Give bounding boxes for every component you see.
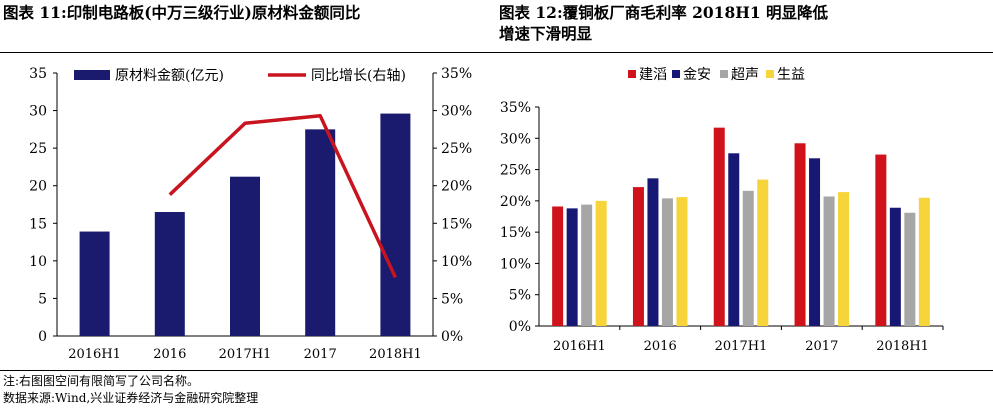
margin-bar-jinan bbox=[889, 207, 901, 326]
right-chart-title-cont: 增速下滑明显 bbox=[499, 24, 593, 43]
margin-bar-shengyi bbox=[676, 197, 688, 326]
right-y-tick-label: 10% bbox=[441, 254, 472, 270]
margin-bar-shengyi bbox=[757, 179, 769, 326]
margin-x-tick-label: 2016 bbox=[644, 339, 677, 354]
legend-swatch-chaosheng bbox=[720, 70, 728, 78]
margin-y-tick-label: 25% bbox=[500, 163, 531, 179]
margin-bar-chaosheng bbox=[661, 198, 673, 326]
legend-label-shengyi: 生益 bbox=[777, 67, 805, 83]
left-x-tick-label: 2016 bbox=[153, 347, 186, 362]
margin-bar-jinan bbox=[728, 153, 740, 326]
margin-y-tick-label: 20% bbox=[500, 194, 531, 210]
margin-x-tick-label: 2017 bbox=[805, 339, 838, 354]
margin-bar-chaosheng bbox=[904, 212, 916, 326]
margin-bar-shengyi bbox=[838, 192, 850, 326]
left-chart-heading: 图表 11:印制电路板(中万三级行业)原材料金额同比 bbox=[3, 2, 493, 23]
left-y-tick-label: 25 bbox=[29, 141, 47, 157]
right-y-tick-label: 25% bbox=[441, 141, 472, 157]
source-note: 数据来源:Wind,兴业证券经济与金融研究院整理 bbox=[3, 391, 259, 405]
margin-bar-shengyi bbox=[595, 200, 607, 326]
left-x-tick-label: 2017H1 bbox=[219, 347, 272, 362]
legend-label-chaosheng: 超声 bbox=[731, 67, 759, 83]
left-x-tick-label: 2016H1 bbox=[68, 347, 121, 362]
yoy-growth-line bbox=[168, 114, 397, 279]
margin-bar-jinan bbox=[647, 178, 659, 326]
margin-bar-chaosheng bbox=[823, 196, 835, 326]
left-x-tick-label: 2018H1 bbox=[369, 347, 422, 362]
margin-x-tick-label: 2017H1 bbox=[715, 339, 768, 354]
margin-y-tick-label: 30% bbox=[500, 131, 531, 147]
legend-label-jinan: 金安 bbox=[683, 67, 711, 83]
right-y-tick-label: 35% bbox=[441, 66, 472, 82]
legend-swatch-shengyi bbox=[766, 70, 774, 78]
right-y-tick-label: 15% bbox=[441, 216, 472, 232]
margin-bar-jianti bbox=[552, 206, 564, 326]
margin-y-tick-label: 35% bbox=[500, 100, 531, 116]
charts-canvas: 0 5 10 15 20 25 30 35 0% 5% 10% 15% 20% 25% 30% 35% 2016… bbox=[29, 66, 944, 362]
raw-material-bar bbox=[380, 113, 411, 336]
right-chart-heading: 图表 12:覆铜板厂商毛利率 2018H1 明显降低 增速下滑明显 bbox=[499, 2, 989, 44]
legend-label-yoy: 同比增长(右轴) bbox=[311, 68, 406, 84]
right-y-tick-label: 0% bbox=[441, 329, 463, 345]
margin-x-tick-label: 2018H1 bbox=[876, 339, 929, 354]
footnote: 注:右图图空间有限简写了公司名称。 bbox=[3, 374, 200, 388]
margin-bar-jianti bbox=[875, 154, 887, 326]
left-y-tick-label: 35 bbox=[29, 66, 47, 82]
left-y-tick-label: 5 bbox=[38, 291, 47, 307]
legend-swatch-jianti bbox=[628, 70, 636, 78]
legend-swatch-jinan bbox=[672, 70, 680, 78]
right-y-tick-label: 20% bbox=[441, 179, 472, 195]
legend-label-jianti: 建滔 bbox=[639, 67, 667, 83]
margin-bar-jianti bbox=[794, 143, 806, 326]
margin-bar-jianti bbox=[632, 187, 644, 326]
raw-material-bar bbox=[305, 129, 336, 336]
margin-bar-shengyi bbox=[918, 197, 930, 326]
margin-y-tick-label: 10% bbox=[500, 256, 531, 272]
left-y-tick-label: 0 bbox=[38, 329, 47, 345]
margin-bar-chaosheng bbox=[581, 204, 593, 326]
raw-material-bar bbox=[154, 212, 185, 336]
margin-bar-chaosheng bbox=[742, 190, 754, 326]
margin-bar-jinan bbox=[566, 208, 578, 326]
right-chart-title: 图表 12:覆铜板厂商毛利率 2018H1 明显降低 bbox=[499, 3, 829, 22]
top-rule bbox=[0, 52, 993, 53]
left-y-tick-label: 15 bbox=[29, 216, 47, 232]
margin-x-tick-label: 2016H1 bbox=[553, 339, 606, 354]
right-y-tick-label: 30% bbox=[441, 104, 472, 120]
margin-y-tick-label: 0% bbox=[509, 319, 531, 335]
right-y-tick-label: 5% bbox=[441, 291, 463, 307]
left-y-tick-label: 20 bbox=[29, 179, 47, 195]
legend-swatch-raw-material bbox=[74, 70, 110, 80]
legend-label-raw-material: 原材料金额(亿元) bbox=[115, 68, 224, 84]
margin-bar-jinan bbox=[809, 158, 821, 326]
left-chart-title: 图表 11:印制电路板(中万三级行业)原材料金额同比 bbox=[3, 3, 361, 22]
margin-bar-jianti bbox=[713, 127, 725, 326]
bottom-rule bbox=[0, 370, 993, 371]
left-x-tick-label: 2017 bbox=[304, 347, 337, 362]
margin-y-tick-label: 5% bbox=[509, 288, 531, 304]
left-y-tick-label: 30 bbox=[29, 104, 47, 120]
raw-material-bar bbox=[230, 176, 260, 336]
margin-y-tick-label: 15% bbox=[500, 225, 531, 241]
left-y-tick-label: 10 bbox=[29, 254, 47, 270]
raw-material-bar bbox=[79, 231, 110, 336]
